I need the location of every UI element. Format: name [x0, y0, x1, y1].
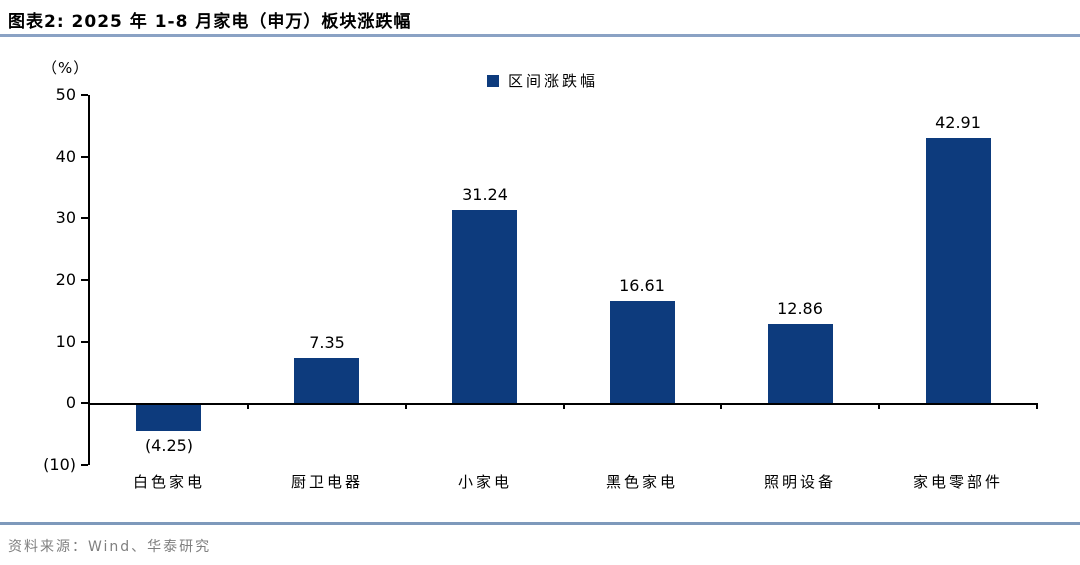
- x-axis-category-label: 黑色家电: [605, 473, 678, 491]
- legend-label: 区间涨跌幅: [508, 72, 599, 90]
- y-axis-tick: [81, 279, 88, 281]
- bar-白色家电: [136, 405, 201, 431]
- bar-chart-plot-area: 50 40 30 20 10 0 (10) (4.25) 白色家电 7.35 厨卫电器 31.24 小家…: [43, 86, 1038, 491]
- x-axis-category-label: 照明设备: [763, 473, 836, 491]
- x-axis-tick: [720, 403, 722, 409]
- source-note: 资料来源：Wind、华泰研究: [8, 539, 212, 555]
- bar-家电零部件: [926, 138, 991, 403]
- legend-swatch-icon: [487, 74, 499, 87]
- x-axis-tick: [563, 403, 565, 409]
- x-axis-category-label: 厨卫电器: [290, 473, 363, 491]
- bar-照明设备: [768, 324, 833, 403]
- x-axis-tick: [878, 403, 880, 409]
- x-axis-category-label: 家电零部件: [912, 473, 1003, 491]
- bar-value-label: 7.35: [309, 333, 345, 352]
- chart-legend: 区间涨跌幅: [487, 70, 598, 91]
- y-axis-tick-label: 30: [55, 208, 76, 227]
- bar-value-label: 42.91: [935, 113, 981, 132]
- y-axis-tick: [81, 402, 88, 404]
- bar-厨卫电器: [294, 358, 359, 403]
- y-axis-tick-label: 10: [55, 332, 76, 351]
- y-axis-tick: [81, 94, 88, 96]
- x-axis-tick: [405, 403, 407, 409]
- x-axis-tick: [1036, 403, 1038, 409]
- bar-value-label: (4.25): [144, 436, 194, 455]
- bar-黑色家电: [610, 301, 675, 403]
- y-axis-tick-label: 40: [55, 147, 76, 166]
- y-axis-tick: [81, 341, 88, 343]
- y-axis-tick-label: 0: [65, 393, 76, 412]
- y-axis-line: [88, 95, 90, 465]
- y-axis-tick-label: (10): [43, 455, 76, 474]
- y-axis-tick-label: 50: [55, 85, 76, 104]
- bar-小家电: [452, 210, 517, 403]
- bar-value-label: 31.24: [462, 185, 508, 204]
- x-axis-tick: [247, 403, 249, 409]
- x-axis-category-label: 白色家电: [132, 473, 205, 491]
- title-divider: [0, 34, 1080, 37]
- figure-title: 图表2: 2025 年 1-8 月家电（申万）板块涨跌幅: [8, 12, 412, 32]
- x-axis-category-label: 小家电: [457, 473, 512, 491]
- y-axis-unit-label: （%）: [42, 59, 90, 77]
- bar-value-label: 12.86: [777, 299, 823, 318]
- y-axis-tick: [81, 217, 88, 219]
- y-axis-tick: [81, 464, 88, 466]
- y-axis-tick-label: 20: [55, 270, 76, 289]
- footer-divider: [0, 522, 1080, 525]
- y-axis-tick: [81, 156, 88, 158]
- bar-value-label: 16.61: [619, 276, 665, 295]
